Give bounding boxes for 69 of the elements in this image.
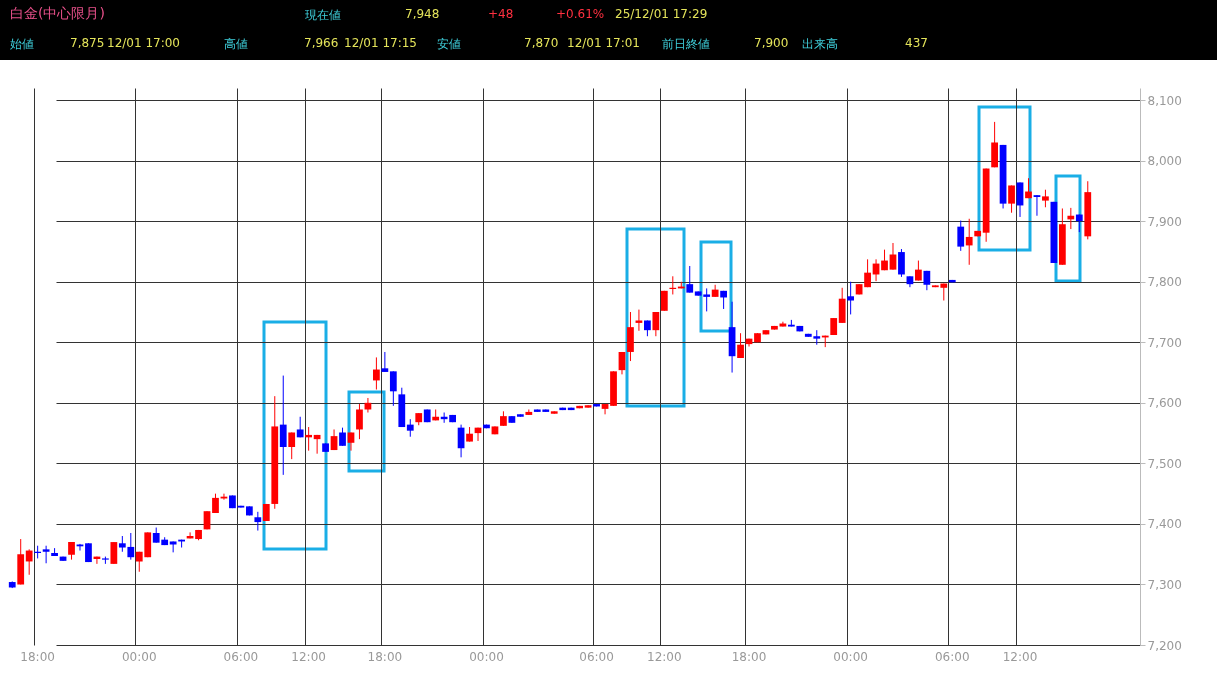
candlestick [601,403,609,415]
candlestick [652,311,660,337]
candlestick [279,375,287,476]
candlestick [42,545,50,564]
text: +48 [488,7,514,21]
text: 7,870 [524,36,559,50]
candlestick [1008,184,1015,214]
candlestick [76,543,84,552]
text: 7,948 [405,7,440,21]
x-tick-label: 00:00 [833,649,868,664]
chart-title: 白金(中心限月) [10,5,105,23]
candlestick [288,431,296,460]
y-tick-label: 7,200 [1147,638,1182,653]
text: 437 [905,36,928,50]
candlestick [169,540,177,553]
candlestick [373,356,380,391]
x-tick-label: 06:00 [579,649,614,664]
text: 12/01 17:00 [107,36,180,50]
candlestick [389,370,397,407]
text: 安値 [437,36,461,53]
candlestick [635,309,643,332]
candlestick [889,242,897,271]
y-tick-label: 7,500 [1147,456,1182,471]
y-tick-label: 7,700 [1147,335,1182,350]
candlestick [356,403,363,440]
candlestick [254,511,262,532]
y-tick-label: 8,100 [1147,93,1182,108]
x-tick-label: 18:00 [367,649,403,664]
text: 7,966 [304,36,339,50]
x-tick-label: 00:00 [469,649,504,664]
candlestick [864,258,871,288]
text: 始値 [10,36,34,53]
x-tick-label: 12:00 [1002,649,1038,664]
text: 7,875 [70,36,105,50]
text: 7,900 [754,36,789,50]
candlestick [1033,194,1041,217]
candlestick [347,431,355,452]
candlestick [110,541,118,565]
candlestick [25,548,33,576]
x-tick-label: 18:00 [20,649,55,664]
x-tick-label: 18:00 [731,649,767,664]
text: 出来高 [802,36,838,53]
text: 前日終値 [662,36,710,53]
candlestick [957,220,965,252]
x-tick-label: 06:00 [223,649,259,664]
candlestick [686,265,694,294]
text: 高値 [224,36,248,53]
candlestick [898,248,905,278]
text: 現在値 [305,7,341,24]
y-tick-label: 7,900 [1147,214,1182,229]
text: 12/01 17:15 [344,36,417,50]
x-tick-label: 12:00 [291,649,326,664]
candlestick [965,218,973,266]
x-tick-label: 06:00 [934,649,970,664]
text: 12/01 17:01 [567,36,640,50]
text: 25/12/01 17:29 [615,7,708,21]
y-tick-label: 7,800 [1147,275,1182,290]
x-tick-label: 12:00 [647,649,682,664]
y-tick-label: 7,400 [1147,517,1182,532]
y-tick-label: 7,300 [1147,577,1182,592]
candlestick [381,351,389,373]
candlestick [847,281,855,315]
text: +0.61% [556,7,605,21]
x-tick-label: 00:00 [121,649,157,664]
y-tick-label: 8,000 [1147,154,1182,169]
candlestick [737,332,744,359]
y-tick-label: 7,600 [1147,396,1182,411]
candlestick [915,260,922,282]
candlestick [339,427,346,447]
